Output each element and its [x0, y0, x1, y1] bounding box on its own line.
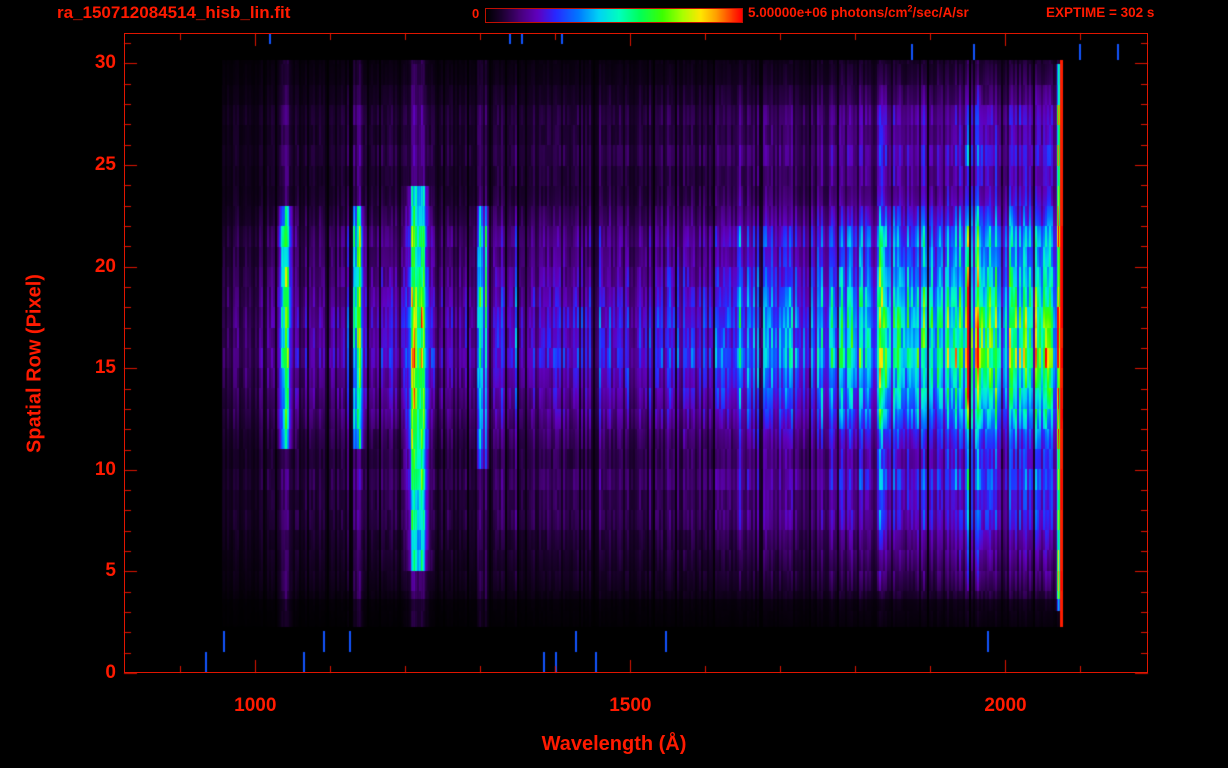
- y-axis-title: Spatial Row (Pixel): [23, 274, 46, 453]
- y-tick-label: 15: [94, 357, 116, 379]
- colorbar-units-text: photons/cm: [830, 5, 908, 20]
- y-tick-label: 5: [105, 560, 116, 582]
- colorbar-units-suffix: /sec/A/sr: [912, 5, 969, 20]
- y-tick-label: 10: [94, 458, 116, 480]
- y-tick-label: 25: [94, 154, 116, 176]
- exposure-time-label: EXPTIME = 302 s: [1046, 5, 1155, 20]
- spectrogram-image: [125, 34, 1147, 672]
- colorbar-max-value: 5.00000e+06: [748, 5, 828, 20]
- colorbar: [485, 8, 743, 23]
- colorbar-max-label: 5.00000e+06 photons/cm2/sec/A/sr: [748, 4, 969, 20]
- y-axis-tick-labels: 0 5 10 15 20 25 30: [60, 0, 116, 768]
- x-tick-label: 2000: [984, 695, 1027, 716]
- y-tick-label: 0: [105, 662, 116, 683]
- x-tick-label: 1500: [609, 695, 652, 716]
- x-tick-label: 1000: [234, 695, 277, 716]
- header-bar: ra_150712084514_hisb_lin.fit 0 5.00000e+…: [0, 0, 1228, 30]
- x-axis-tick-labels: 1000 1500 2000: [0, 695, 1228, 721]
- y-tick-label: 30: [94, 52, 116, 74]
- plot-frame: [124, 33, 1148, 673]
- colorbar-min-label: 0: [472, 6, 480, 21]
- x-axis-title: Wavelength (Å): [541, 733, 687, 755]
- y-tick-label: 20: [94, 255, 116, 277]
- colorbar-gradient: [486, 9, 742, 22]
